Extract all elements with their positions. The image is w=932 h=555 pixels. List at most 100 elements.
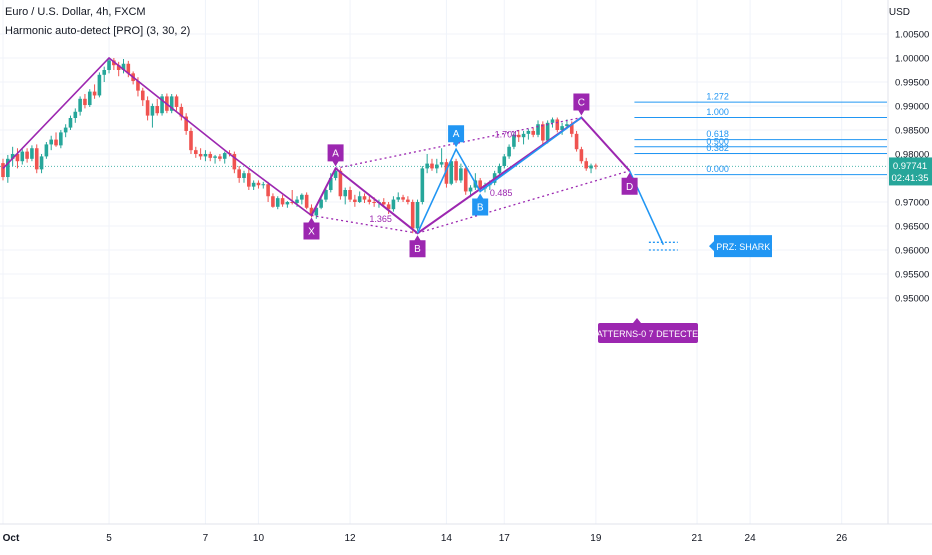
candle-body (136, 81, 140, 91)
price-tick-label: 0.96000 (895, 246, 929, 257)
swing-zigzag (2, 56, 312, 217)
candle-body (6, 158, 10, 178)
candle-body (116, 65, 121, 70)
candle-body (300, 194, 304, 200)
fib-level-label: 0.618 (706, 129, 729, 139)
candle-body (54, 139, 58, 146)
pattern-point-x-text: X (308, 226, 315, 237)
bd-ratio-line (417, 170, 630, 234)
time-tick-label: 21 (692, 533, 704, 544)
fib-level-label: 0.500 (706, 136, 729, 146)
candle-body (87, 91, 92, 106)
price-tick-label: 0.98500 (895, 126, 929, 137)
candle-body (324, 190, 328, 200)
candle-body (179, 106, 184, 117)
candle-body (516, 134, 521, 138)
candle-body (1, 163, 5, 178)
candle-body (468, 187, 473, 192)
candle-body (353, 199, 357, 202)
blue-point-a-text: A (453, 129, 460, 140)
candle-body (483, 185, 487, 189)
candle-body (541, 124, 545, 141)
candle-body (10, 154, 15, 159)
patterns-detected-label (598, 323, 698, 343)
grid (0, 0, 932, 525)
candle-body (545, 122, 550, 141)
ratio-label: 0.485 (490, 188, 513, 198)
candle-body (280, 198, 285, 205)
candle-body (550, 119, 555, 123)
time-tick-label: 10 (253, 533, 265, 544)
candle-body (174, 96, 179, 107)
candle-body (343, 190, 348, 197)
blue-point-b (472, 193, 489, 216)
candle-body (435, 164, 439, 169)
indicator-title[interactable]: Harmonic auto-detect [PRO] (3, 30, 2) (5, 25, 191, 37)
candle-body (126, 63, 131, 74)
candle-body (420, 168, 425, 202)
candles (1, 58, 598, 234)
candle-body (478, 180, 482, 189)
candle-body (574, 133, 579, 150)
candle-body (565, 124, 569, 127)
candle-body (449, 161, 454, 184)
candle-body (425, 163, 429, 169)
candle-body (391, 199, 396, 210)
candle-body (415, 202, 420, 229)
price-tick-label: 0.95000 (895, 294, 929, 305)
candle-body (463, 168, 468, 192)
candle-body (430, 163, 434, 169)
symbol-title[interactable]: Euro / U.S. Dollar, 4h, FXCM (5, 6, 146, 18)
time-tick-label: 7 (203, 533, 209, 544)
candle-body (502, 156, 507, 166)
candle-body (555, 119, 560, 130)
time-tick-label: 17 (499, 533, 511, 544)
candle-body (78, 98, 82, 112)
candle-body (237, 169, 241, 178)
pattern-point-a-text: A (332, 148, 339, 159)
candle-body (304, 194, 309, 208)
candle-body (194, 150, 198, 154)
candle-body (107, 60, 111, 70)
candle-body (203, 154, 208, 157)
candle-body (531, 130, 535, 135)
time-tick-label: 24 (745, 533, 757, 544)
pattern-point-b-text: B (414, 244, 421, 255)
candle-body (247, 173, 251, 187)
candle-body (261, 184, 266, 186)
time-tick-label: 12 (344, 533, 356, 544)
candle-body (256, 182, 261, 186)
ratio-label: 1.365 (369, 214, 392, 224)
candle-body (367, 199, 372, 202)
candle-body (381, 202, 386, 205)
price-axis[interactable]: 1.00500 1.00000 0.99500 0.99000 0.98500 0.980… (889, 30, 932, 305)
candle-body (34, 148, 39, 170)
candle-body (348, 190, 352, 200)
candle-body (222, 153, 227, 159)
candle-body (169, 96, 174, 111)
candle-body (92, 91, 97, 96)
blue-pattern-legs (416, 116, 582, 234)
time-tick-label: 26 (836, 533, 848, 544)
blue-point-a (448, 125, 465, 148)
candle-body (20, 151, 25, 162)
time-axis[interactable]: Oct 5 7 10 12 14 17 19 21 24 26 (3, 533, 848, 544)
price-tick-label: 0.98000 (895, 150, 929, 161)
candle-body (589, 165, 593, 169)
candle-body (459, 168, 463, 181)
candle-body (569, 124, 574, 134)
pattern-point-c (573, 93, 590, 116)
pattern-point-a (327, 144, 344, 167)
candle-body (285, 202, 290, 205)
fib-level-label: 1.000 (706, 107, 729, 117)
time-tick-label: 19 (590, 533, 602, 544)
price-tick-label: 0.97000 (895, 198, 929, 209)
candle-body (213, 156, 217, 158)
candle-body (319, 199, 323, 208)
candle-body (314, 207, 319, 216)
candle-body (68, 118, 73, 128)
candle-body (439, 162, 444, 165)
